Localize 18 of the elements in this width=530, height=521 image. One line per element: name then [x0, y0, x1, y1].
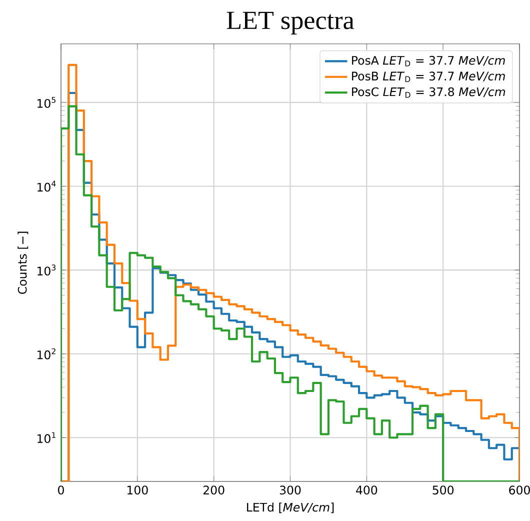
y-tick-label: 10$^{3}$ [38, 264, 56, 276]
x-tick-label: 500 [432, 486, 454, 495]
x-tick-label: 100 [127, 486, 148, 495]
y-tick-label: 10$^{1}$ [38, 432, 56, 444]
chart-title: LET spectra [226, 12, 354, 35]
x-tick-label: 400 [356, 486, 378, 495]
legend-label: PosC LET$_{D}$ = 37.8 MeV/cm [352, 87, 506, 98]
y-tick-label: 10$^{2}$ [38, 348, 56, 360]
y-tick-label: 10$^{4}$ [38, 180, 56, 192]
legend-label: PosA LET$_{D}$ = 37.7 MeV/cm [352, 56, 505, 66]
x-tick-label: 200 [203, 486, 224, 495]
x-tick-label: 300 [280, 486, 301, 495]
x-axis-title: LETd [MeV/cm] [247, 502, 334, 514]
y-tick-label: 10$^{5}$ [38, 97, 56, 108]
legend-label: PosB LET$_{D}$ = 37.7 MeV/cm [352, 72, 505, 82]
x-tick-label: 0 [58, 486, 64, 495]
x-tick-label: 600 [509, 486, 530, 495]
y-axis-title: Counts [−] [18, 232, 28, 294]
